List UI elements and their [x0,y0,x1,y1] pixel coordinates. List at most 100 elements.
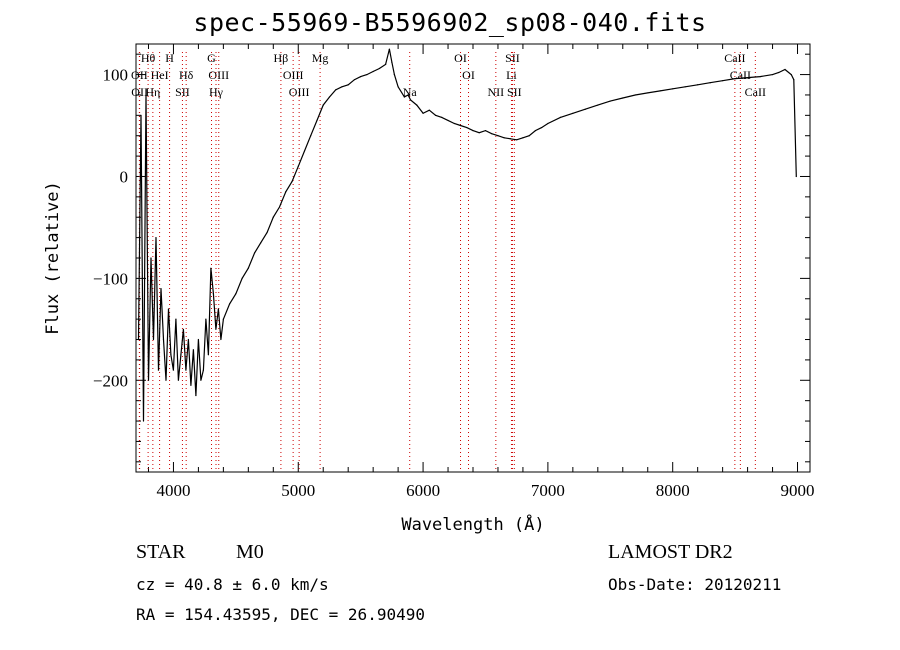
classification-label: STAR [136,541,186,563]
spectrum-point [142,420,145,422]
line-marker-label: Li [506,68,517,82]
spectrum-point [778,71,780,74]
redshift-label: cz = 40.8 ± 6.0 km/s [136,575,329,594]
spectrum-point [503,137,505,139]
y-tick-label: −200 [93,371,128,390]
spectrum-point [697,84,699,86]
spectrum-point [484,130,487,132]
line-marker-label: G [207,51,216,65]
spectrum-point [459,124,462,127]
line-marker-label: SII [175,85,190,99]
line-marker-label: CaII [724,51,745,65]
line-marker-label: OI [462,68,475,82]
spectrum-point [217,308,219,310]
spectrum-point [393,73,395,76]
line-marker-label: OII [131,85,148,99]
spectrum-point [220,338,222,341]
spectrum-point [190,384,192,386]
spectrum-point [137,338,140,341]
spectrum-point [241,277,243,279]
spectrum-point [175,318,177,320]
spectrum-point [497,135,499,137]
spectrum-line [137,48,797,422]
line-marker-label: OI [454,51,467,65]
spectrum-point [297,165,299,167]
spectrum-point [192,349,195,351]
y-tick-label: −100 [93,269,128,288]
spectrum-point [372,70,374,73]
spectrum-point [150,257,152,259]
spectrum-point [140,114,142,116]
line-marker-label: HeI [151,68,169,82]
spectrum-point [335,89,337,91]
spectrum-point [784,68,786,71]
spectrum-point [162,338,165,341]
chart-title: spec-55969-B5596902_sp08-040.fits [193,8,707,37]
line-marker-label: SII [507,85,522,99]
spectrum-point [434,114,437,116]
spectrum-point [659,90,661,92]
spectrum-point [472,130,474,132]
spectrum-point [491,133,493,135]
plot-frame [135,43,811,473]
spectrum-point [722,80,724,82]
spectrum-point [709,82,711,84]
x-tick-label: 7000 [531,481,565,500]
spectrum-point [182,328,185,330]
line-marker-label: OIII [283,68,304,82]
spectrum-point [253,252,256,254]
line-marker-label: Hη [145,85,160,99]
spectrum-point [212,293,214,295]
spectrum-point [247,267,249,269]
spectrum-point [534,130,537,132]
spectrum-point [341,86,343,88]
spectrum-point [235,293,237,295]
x-tick-label: 8000 [656,481,690,500]
spectrum-point [272,216,274,218]
spectrum-point [795,175,797,178]
subclass-label: M0 [236,541,264,563]
spectrum-point [447,119,449,122]
spectrum-point [634,94,636,96]
line-marker-label: OIII [289,85,310,99]
spectrum-point [172,369,175,371]
spectrum-point [170,354,172,356]
x-tick-label: 5000 [281,481,315,500]
spectrum-point [422,112,424,114]
spectrum-point [684,86,686,88]
spectrum-point [167,308,170,310]
spectrum-point [180,354,182,356]
spectrum-point [322,104,324,106]
spectrum-point [215,328,217,330]
spectrum-point [466,126,468,129]
spectrum-point [403,96,405,98]
x-tick-label: 6000 [406,481,440,500]
spectrum-point [441,116,443,118]
spectrum-point [185,369,187,371]
line-marker-label: Hβ [274,51,289,65]
spectrum-point [572,112,574,114]
spectrum-point [416,104,418,106]
x-axis-label: Wavelength (Å) [401,513,544,535]
spectrum-point [622,97,624,99]
spectrum-point [328,96,331,98]
spectrum-point [397,86,399,88]
spectrum-point [388,48,390,50]
spectrum-point [260,242,262,244]
line-marker-label: OIII [208,68,229,82]
spectrum-point [609,100,611,102]
x-tick-label: 4000 [156,481,190,500]
spectrum-point [210,267,212,269]
y-axis-label: Flux (relative) [43,181,63,335]
line-marker-label: CaII [730,68,751,82]
spectrum-point [734,78,736,80]
spectrum-point [793,79,795,81]
spectrum-point [222,318,224,320]
spectrum-point [310,135,312,137]
spectrum-point [547,122,549,125]
spectrum-point [266,231,268,234]
spectrum-point [207,354,209,356]
spectrum-point [672,88,674,90]
